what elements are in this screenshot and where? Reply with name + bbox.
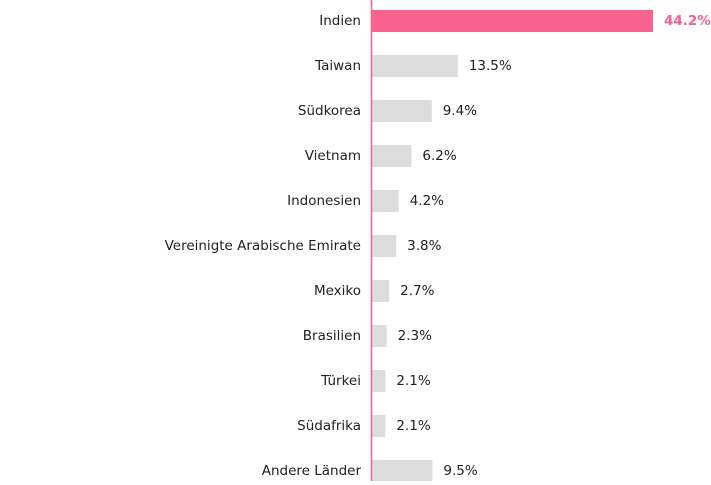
value-label: 6.2% — [422, 148, 456, 164]
category-label: Taiwan — [314, 58, 361, 74]
bar — [372, 235, 397, 257]
bar — [372, 415, 386, 437]
category-label: Vereinigte Arabische Emirate — [165, 238, 361, 254]
category-label: Südkorea — [298, 103, 361, 119]
category-label: Mexiko — [314, 283, 361, 299]
category-label: Andere Länder — [262, 463, 362, 479]
bar — [372, 190, 399, 212]
category-label: Türkei — [320, 373, 361, 389]
value-label: 9.4% — [443, 103, 477, 119]
bar — [372, 370, 386, 392]
category-label: Brasilien — [303, 328, 361, 344]
category-label: Südafrika — [297, 418, 361, 434]
bar — [372, 460, 433, 482]
value-label: 2.7% — [400, 283, 434, 299]
bar — [372, 55, 458, 77]
category-label: Indien — [319, 13, 361, 29]
value-label: 2.3% — [398, 328, 432, 344]
value-label: 9.5% — [443, 463, 477, 479]
bar — [372, 100, 432, 122]
bar — [372, 145, 412, 167]
value-label: 13.5% — [469, 58, 512, 74]
category-label: Vietnam — [305, 148, 361, 164]
value-label: 2.1% — [396, 373, 430, 389]
value-label: 4.2% — [410, 193, 444, 209]
value-label: 44.2% — [664, 13, 711, 29]
bar — [372, 280, 390, 302]
value-label: 2.1% — [396, 418, 430, 434]
value-label: 3.8% — [407, 238, 441, 254]
bar — [372, 10, 653, 32]
bar — [372, 325, 387, 347]
category-label: Indonesien — [287, 193, 361, 209]
